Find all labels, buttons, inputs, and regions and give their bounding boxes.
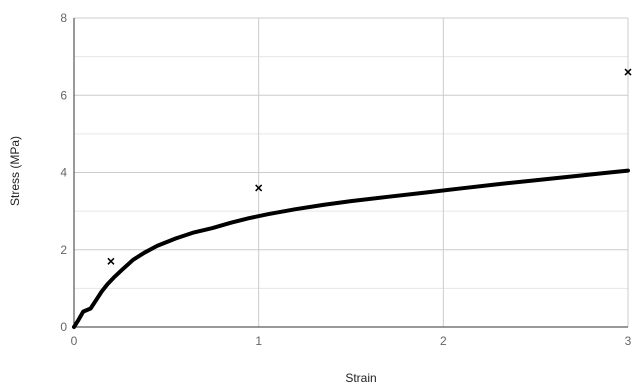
x-tick-label: 0 — [71, 334, 78, 348]
data-point-marker — [255, 184, 263, 192]
y-tick-label: 0 — [60, 320, 67, 334]
x-axis-title: Strain — [345, 371, 376, 385]
grid-layer — [74, 17, 629, 327]
stress-strain-curve — [72, 168, 630, 329]
y-axis-title: Stress (MPa) — [8, 136, 22, 206]
y-tick-label: 2 — [60, 243, 67, 257]
axis-layer — [73, 18, 628, 328]
x-tick-label: 3 — [625, 334, 632, 348]
x-tick-label: 1 — [255, 334, 262, 348]
data-point-marker — [107, 257, 115, 265]
data-point-marker — [624, 68, 632, 76]
y-tick-label: 8 — [60, 11, 67, 25]
y-tick-label: 4 — [60, 166, 67, 180]
series-layer — [72, 68, 632, 329]
y-tick-label: 6 — [60, 88, 67, 102]
tick-label-layer: 0 2 4 6 8 0 1 2 3 — [60, 11, 631, 348]
x-tick-label: 2 — [440, 334, 447, 348]
